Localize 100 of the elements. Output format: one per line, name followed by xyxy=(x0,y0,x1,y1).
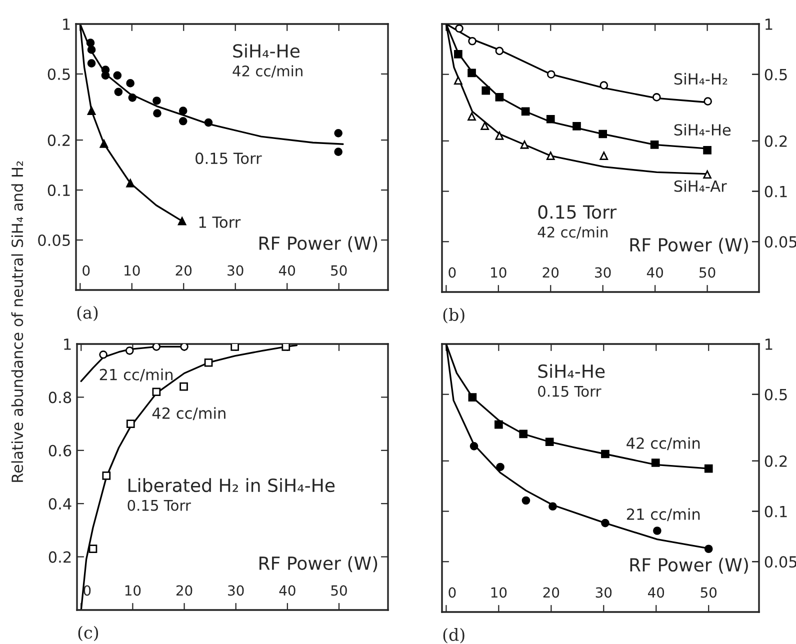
x-tick-label: 0 xyxy=(84,585,91,596)
point xyxy=(546,70,556,79)
text: 42 cc/min xyxy=(538,226,608,239)
text: 0.15 Torr xyxy=(538,205,617,219)
point xyxy=(152,388,161,396)
point xyxy=(546,152,555,160)
annotation: SiH₄-He xyxy=(674,124,731,136)
point xyxy=(113,71,122,80)
y-tick-label: 0.2 xyxy=(48,551,71,563)
text: (c) xyxy=(78,626,98,642)
point xyxy=(87,46,96,54)
x-tick-label: 0 xyxy=(82,265,90,276)
x-tick-label: 0 xyxy=(448,267,456,278)
x-tick-label: 40 xyxy=(278,265,296,276)
point xyxy=(598,130,608,138)
y2-tick-label: 0.2 xyxy=(764,135,787,147)
annotation: SiH₄-H₂ xyxy=(674,72,728,85)
point xyxy=(334,148,342,156)
y2-tick-label: 1 xyxy=(766,338,772,350)
point xyxy=(703,170,712,179)
point xyxy=(126,79,134,88)
point xyxy=(99,350,108,359)
point xyxy=(86,38,95,48)
x-axis-title: RF Power (W) xyxy=(260,556,378,572)
point xyxy=(468,112,476,121)
y2-tick-label: 0.1 xyxy=(764,506,787,518)
x-tick-label: 10 xyxy=(125,585,141,596)
text: 0.15 Torr xyxy=(128,500,191,511)
point xyxy=(468,36,476,46)
point xyxy=(102,472,111,480)
point xyxy=(230,344,239,351)
point xyxy=(178,216,186,226)
y-tick-label: 0.05 xyxy=(38,234,70,246)
point xyxy=(494,420,503,429)
y-axis-title: Relative abundance of neutral SiH₄ and H₂ xyxy=(11,161,24,482)
annotation: SiH₄-Ar xyxy=(674,180,727,192)
point xyxy=(178,116,188,126)
x-tick-label: 20 xyxy=(176,265,192,276)
x-tick-label: 10 xyxy=(124,265,140,276)
annotation: 0.15 Torr xyxy=(196,152,262,164)
point xyxy=(180,382,188,391)
point xyxy=(480,122,489,130)
point xyxy=(204,358,213,367)
point xyxy=(548,502,557,511)
x-axis-title: RF Power (W) xyxy=(259,236,378,252)
point xyxy=(495,46,504,56)
point xyxy=(87,106,96,115)
y-tick-label: 0.1 xyxy=(48,184,70,196)
point xyxy=(468,393,477,402)
point xyxy=(100,140,108,148)
point xyxy=(470,442,478,450)
point xyxy=(152,96,161,105)
x-tick-label: 50 xyxy=(331,265,347,276)
point xyxy=(704,544,713,554)
point xyxy=(704,97,712,106)
annotation: 42 cc/min xyxy=(626,437,700,450)
point xyxy=(455,24,464,33)
text: 42 cc/min xyxy=(232,65,302,78)
point xyxy=(282,344,290,351)
point xyxy=(651,458,660,467)
x-axis-title: RF Power (W) xyxy=(630,238,748,254)
point xyxy=(178,106,188,115)
point xyxy=(601,450,610,458)
y-tick-label: 0.5 xyxy=(48,68,70,80)
point xyxy=(204,118,213,127)
point xyxy=(334,129,342,138)
y-tick-label: 0.2 xyxy=(48,134,70,146)
x-tick-label: 40 xyxy=(279,585,296,596)
point xyxy=(454,76,462,85)
x-tick-label: 20 xyxy=(543,587,560,598)
point xyxy=(495,93,504,102)
text: (a) xyxy=(77,306,98,322)
point xyxy=(126,178,134,188)
point xyxy=(125,346,134,355)
x-axis-title: RF Power (W) xyxy=(630,558,748,574)
point xyxy=(128,94,137,102)
x-tick-label: 30 xyxy=(228,585,244,596)
point xyxy=(601,518,610,528)
point xyxy=(519,430,528,438)
point xyxy=(153,109,162,118)
annotation: 21 cc/min xyxy=(626,508,700,522)
point xyxy=(495,132,504,140)
x-tick-label: 30 xyxy=(595,267,611,278)
point xyxy=(652,93,661,102)
point xyxy=(545,438,554,446)
y-tick-label: 0.6 xyxy=(48,444,72,456)
point xyxy=(703,146,712,154)
point xyxy=(600,81,608,90)
x-tick-label: 50 xyxy=(700,587,717,598)
point xyxy=(88,544,98,553)
x-tick-label: 30 xyxy=(228,265,244,276)
text: (b) xyxy=(443,308,464,324)
annotation: 1 Torr xyxy=(199,216,241,228)
x-tick-label: 30 xyxy=(596,587,612,598)
point xyxy=(454,50,462,58)
point xyxy=(546,114,555,124)
y2-tick-label: 0.5 xyxy=(764,388,787,400)
y2-tick-label: 0.2 xyxy=(764,455,787,467)
point xyxy=(650,140,659,149)
point xyxy=(180,344,188,351)
